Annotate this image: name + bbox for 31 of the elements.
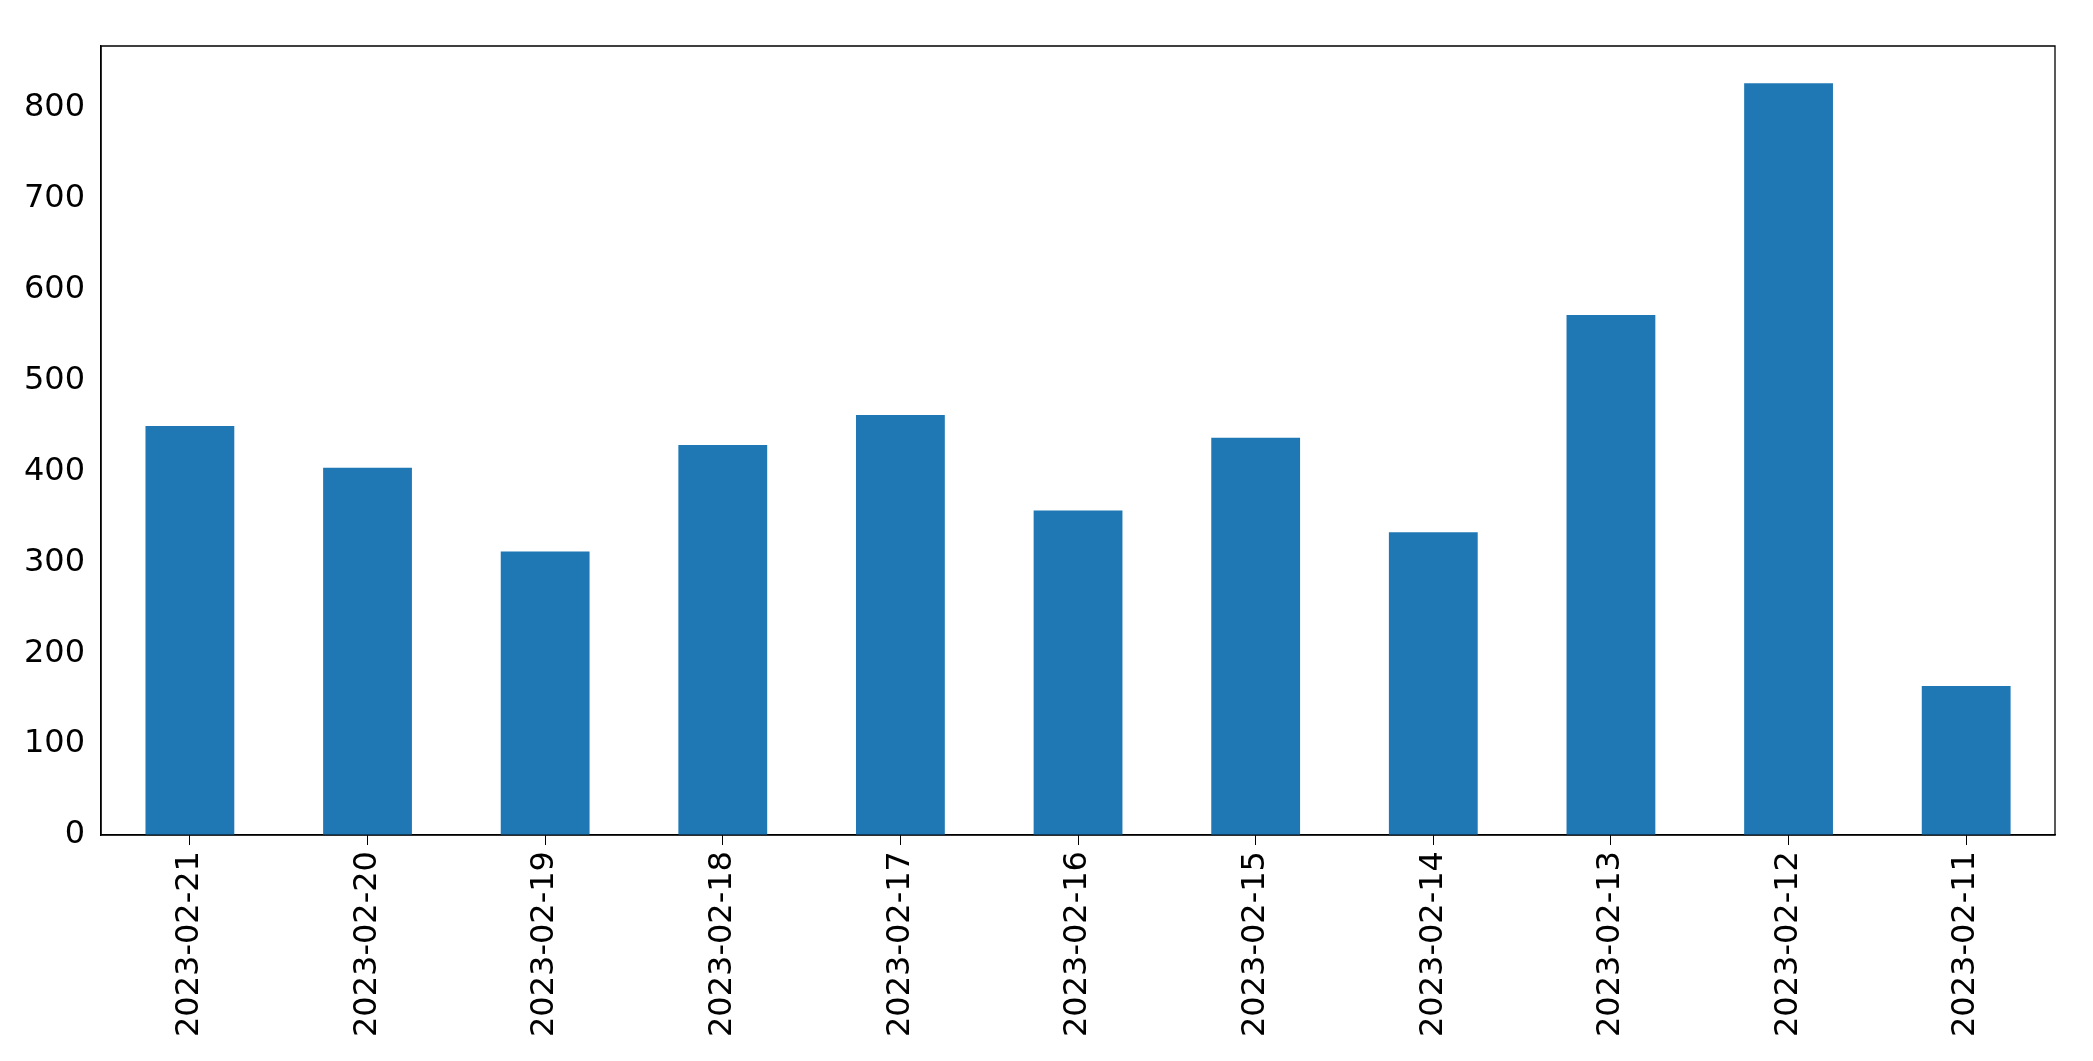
y-tick-label: 700 bbox=[24, 177, 86, 216]
x-tick-label: 2023-02-17 bbox=[878, 851, 917, 1037]
bar bbox=[323, 467, 412, 836]
x-tick-label: 2023-02-12 bbox=[1766, 851, 1805, 1037]
y-tick-label: 800 bbox=[24, 86, 86, 125]
y-tick-label: 0 bbox=[64, 813, 86, 852]
y-tick-label: 600 bbox=[24, 267, 86, 306]
bar bbox=[678, 445, 768, 836]
x-tick-label: 2023-02-14 bbox=[1411, 851, 1450, 1037]
y-tick-label: 400 bbox=[24, 449, 86, 488]
bar bbox=[500, 551, 590, 836]
x-tick-label: 2023-02-13 bbox=[1589, 851, 1628, 1037]
y-tick-label: 300 bbox=[24, 540, 86, 579]
bar bbox=[1388, 532, 1478, 836]
y-tick-label: 100 bbox=[24, 722, 86, 761]
bar bbox=[856, 415, 945, 836]
x-tick-label: 2023-02-16 bbox=[1056, 851, 1095, 1037]
x-tick-label: 2023-02-19 bbox=[523, 851, 562, 1037]
x-tick-label: 2023-02-18 bbox=[701, 851, 740, 1037]
bar bbox=[145, 425, 235, 836]
bar bbox=[1921, 685, 2011, 836]
y-tick-label: 200 bbox=[24, 631, 86, 670]
y-tick-label: 500 bbox=[24, 358, 86, 397]
bar bbox=[1744, 83, 1833, 836]
x-tick-label: 2023-02-20 bbox=[345, 851, 384, 1037]
bar bbox=[1566, 315, 1656, 836]
x-tick-label: 2023-02-15 bbox=[1233, 851, 1272, 1037]
bar bbox=[1033, 510, 1123, 836]
bar bbox=[1211, 437, 1301, 836]
x-tick-label: 2023-02-21 bbox=[168, 851, 207, 1037]
x-tick-label: 2023-02-11 bbox=[1944, 851, 1983, 1037]
